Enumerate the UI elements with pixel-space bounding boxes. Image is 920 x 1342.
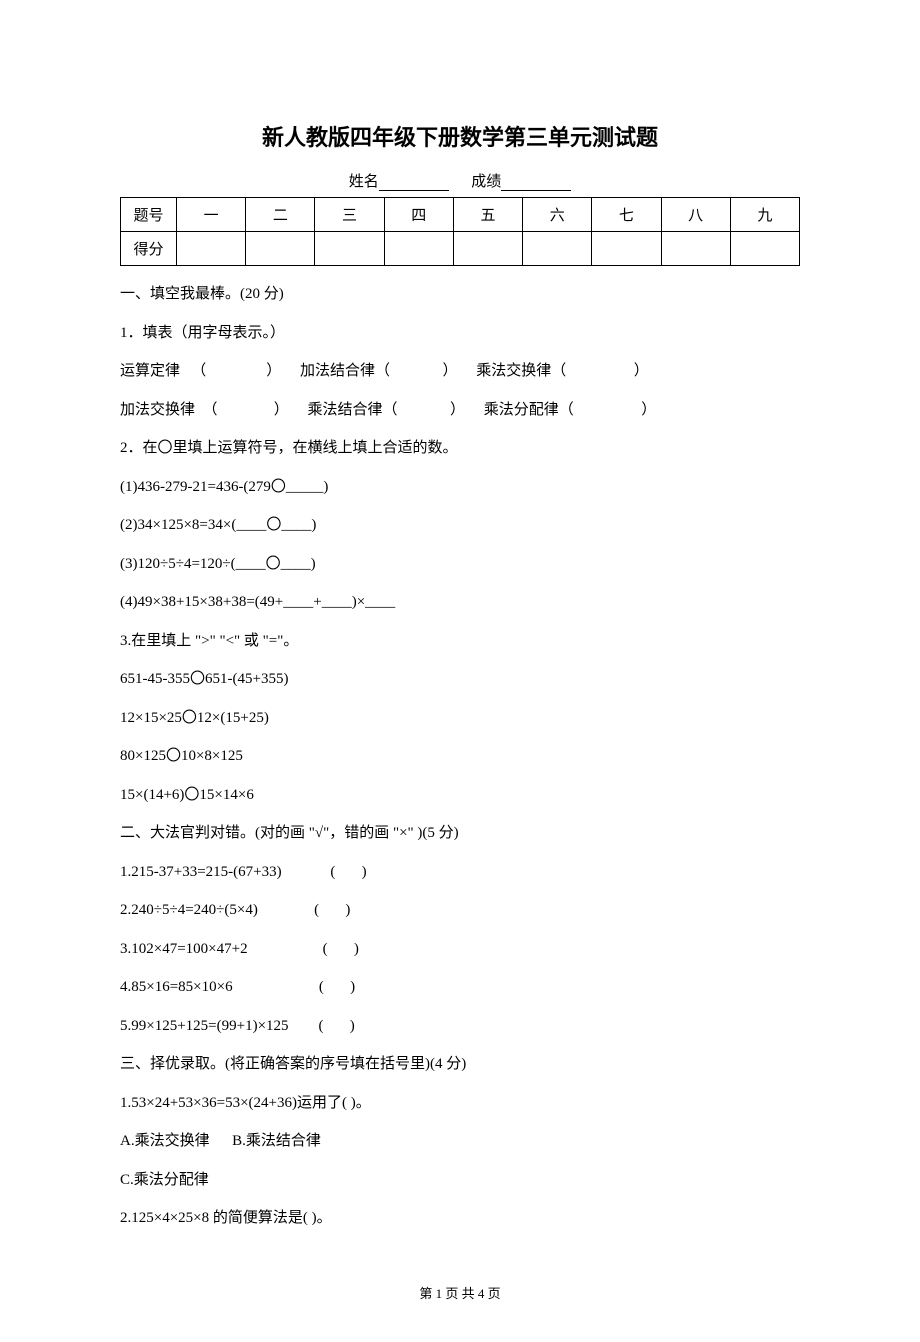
q3-2: 12×15×25〇12×(15+25) bbox=[120, 704, 800, 733]
cell-header-label: 题号 bbox=[121, 198, 177, 232]
q3-4: 15×(14+6)〇15×14×6 bbox=[120, 781, 800, 810]
cell-score-label: 得分 bbox=[121, 232, 177, 266]
cell-empty bbox=[453, 232, 522, 266]
s3-q2: 2.125×4×25×8 的简便算法是( )。 bbox=[120, 1204, 800, 1233]
cell-col-6: 六 bbox=[523, 198, 592, 232]
name-score-row: 姓名 成绩 bbox=[120, 170, 800, 191]
q2-intro: 2．在〇里填上运算符号，在横线上填上合适的数。 bbox=[120, 434, 800, 463]
cell-col-5: 五 bbox=[453, 198, 522, 232]
s3-q1: 1.53×24+53×36=53×(24+36)运用了( )。 bbox=[120, 1089, 800, 1118]
cell-empty bbox=[315, 232, 384, 266]
s3-q1-optC: C.乘法分配律 bbox=[120, 1166, 800, 1195]
s2-q5: 5.99×125+125=(99+1)×125 ( ) bbox=[120, 1012, 800, 1041]
q3-intro: 3.在里填上 ">" "<" 或 "="。 bbox=[120, 627, 800, 656]
page-footer: 第 1 页 共 4 页 bbox=[120, 1283, 800, 1302]
q1-intro: 1．填表（用字母表示。） bbox=[120, 319, 800, 348]
q3-3: 80×125〇10×8×125 bbox=[120, 742, 800, 771]
name-label: 姓名 bbox=[349, 174, 379, 190]
s2-q2: 2.240÷5÷4=240÷(5×4) ( ) bbox=[120, 896, 800, 925]
cell-empty bbox=[730, 232, 799, 266]
q2-1: (1)436-279-21=436-(279〇_____) bbox=[120, 473, 800, 502]
score-table: 题号 一 二 三 四 五 六 七 八 九 得分 bbox=[120, 197, 800, 266]
cell-empty bbox=[384, 232, 453, 266]
q1-line1: 运算定律 （ ） 加法结合律（ ） 乘法交换律（ ） bbox=[120, 357, 800, 386]
section2-heading: 二、大法官判对错。(对的画 "√"，错的画 "×" )(5 分) bbox=[120, 819, 800, 848]
q2-2: (2)34×125×8=34×(____〇____) bbox=[120, 511, 800, 540]
name-blank bbox=[379, 176, 449, 191]
score-blank bbox=[501, 176, 571, 191]
cell-empty bbox=[177, 232, 246, 266]
q3-1: 651-45-355〇651-(45+355) bbox=[120, 665, 800, 694]
cell-col-9: 九 bbox=[730, 198, 799, 232]
q2-4: (4)49×38+15×38+38=(49+____+____)×____ bbox=[120, 588, 800, 617]
cell-col-2: 二 bbox=[246, 198, 315, 232]
table-row: 题号 一 二 三 四 五 六 七 八 九 bbox=[121, 198, 800, 232]
section1-heading: 一、填空我最棒。(20 分) bbox=[120, 280, 800, 309]
cell-empty bbox=[661, 232, 730, 266]
s2-q4: 4.85×16=85×10×6 ( ) bbox=[120, 973, 800, 1002]
score-label: 成绩 bbox=[471, 174, 501, 190]
cell-empty bbox=[246, 232, 315, 266]
section3-heading: 三、择优录取。(将正确答案的序号填在括号里)(4 分) bbox=[120, 1050, 800, 1079]
s3-q1-optAB: A.乘法交换律 B.乘法结合律 bbox=[120, 1127, 800, 1156]
cell-col-4: 四 bbox=[384, 198, 453, 232]
q1-line2: 加法交换律 （ ） 乘法结合律（ ） 乘法分配律（ ） bbox=[120, 396, 800, 425]
cell-col-3: 三 bbox=[315, 198, 384, 232]
cell-col-1: 一 bbox=[177, 198, 246, 232]
s2-q3: 3.102×47=100×47+2 ( ) bbox=[120, 935, 800, 964]
q2-3: (3)120÷5÷4=120÷(____〇____) bbox=[120, 550, 800, 579]
table-row: 得分 bbox=[121, 232, 800, 266]
s2-q1: 1.215-37+33=215-(67+33) ( ) bbox=[120, 858, 800, 887]
page-title: 新人教版四年级下册数学第三单元测试题 bbox=[120, 120, 800, 152]
cell-empty bbox=[523, 232, 592, 266]
cell-col-8: 八 bbox=[661, 198, 730, 232]
cell-empty bbox=[592, 232, 661, 266]
cell-col-7: 七 bbox=[592, 198, 661, 232]
